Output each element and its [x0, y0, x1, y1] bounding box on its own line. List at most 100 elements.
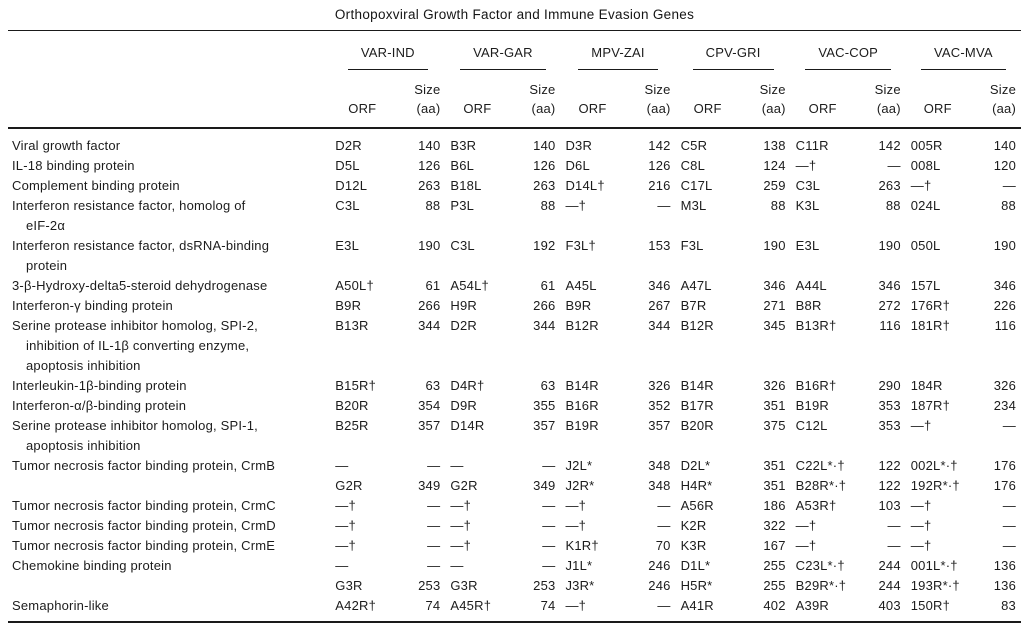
size-cell: — — [542, 538, 556, 553]
orf-cell: C3L — [335, 198, 360, 213]
orf-cell: G3R — [450, 578, 478, 593]
orf-cell: B9R — [565, 298, 592, 313]
orf-cell: H9R — [450, 298, 477, 313]
size-cell: 120 — [993, 158, 1016, 173]
sub-header-row: ORF Size (aa) ORF Size (aa) ORF Size (aa) O… — [8, 70, 1021, 129]
orf-cell: A54L† — [450, 278, 489, 293]
orf-cell: J3R* — [565, 578, 595, 593]
orf-cell: 002L*·† — [910, 458, 958, 473]
group-header-mpv-zai: MPV-ZAI — [560, 31, 675, 70]
orf-cell: 050L — [910, 238, 941, 253]
label-subheader — [8, 70, 331, 129]
size-header: Size (aa) — [739, 70, 791, 129]
size-cell: 255 — [763, 558, 786, 573]
orf-cell: A45L — [565, 278, 597, 293]
orf-cell: B12R — [565, 318, 599, 333]
orf-cell: D4R† — [450, 378, 485, 393]
size-cell: 83 — [1001, 598, 1016, 613]
size-cell: 263 — [878, 178, 901, 193]
size-cell: 322 — [763, 518, 786, 533]
size-cell: 346 — [993, 278, 1016, 293]
size-cell: 344 — [533, 318, 556, 333]
size-cell: — — [657, 518, 671, 533]
size-cell: 348 — [648, 478, 671, 493]
table-row: Semaphorin-like A42R† 74 A45R† 74 —† — A41R 402 A… — [8, 596, 1021, 622]
size-cell: 375 — [763, 418, 786, 433]
row-label: IL-18 binding protein — [12, 158, 135, 173]
orf-cell: D14L† — [565, 178, 605, 193]
size-cell: 70 — [655, 538, 671, 553]
size-cell: 234 — [993, 398, 1016, 413]
size-cell: 190 — [763, 238, 786, 253]
group-header-var-gar: VAR-GAR — [445, 31, 560, 70]
size-cell: 190 — [418, 238, 441, 253]
orf-cell: B29R*·† — [795, 578, 847, 593]
size-cell: 192 — [533, 238, 556, 253]
size-cell: 253 — [533, 578, 556, 593]
table-row: Interleukin-1β-binding protein B15R† 63 D4R… — [8, 376, 1021, 396]
orf-cell: M3L — [680, 198, 707, 213]
size-cell: 255 — [763, 578, 786, 593]
table-row: Chemokine binding protein — — — — J1L* 246 D1L*… — [8, 556, 1021, 576]
table-row: Complement binding protein D12L 263 B18L 263… — [8, 176, 1021, 196]
size-cell: — — [427, 558, 441, 573]
size-cell: 140 — [418, 138, 441, 153]
orf-cell: A50L† — [335, 278, 374, 293]
size-cell: 344 — [418, 318, 441, 333]
row-label: Interferon-γ binding protein — [12, 298, 173, 313]
orf-cell: 157L — [910, 278, 941, 293]
orf-cell: H4R* — [680, 478, 713, 493]
size-cell: 186 — [763, 498, 786, 513]
size-cell: 88 — [770, 198, 786, 213]
size-header: Size (aa) — [394, 70, 446, 129]
size-cell: 349 — [418, 478, 441, 493]
orf-cell: E3L — [335, 238, 360, 253]
size-cell: 140 — [993, 138, 1016, 153]
row-label: 3-β-Hydroxy-delta5-steroid dehydrogenase — [12, 278, 268, 293]
orf-cell: G2R — [335, 478, 363, 493]
orf-cell: G3R — [335, 578, 363, 593]
size-cell: 348 — [648, 458, 671, 473]
size-cell: 63 — [540, 378, 556, 393]
size-cell: 74 — [425, 598, 441, 613]
orf-cell: J2L* — [565, 458, 593, 473]
orf-cell: —† — [335, 518, 356, 533]
size-cell: — — [542, 518, 556, 533]
orf-cell: B20R — [680, 418, 714, 433]
row-label: Tumor necrosis factor binding protein, C… — [12, 538, 276, 553]
table-row: G2R 349 G2R 349 J2R* 348 H4R* 351 B28R*·† 122 192R… — [8, 476, 1021, 496]
size-cell: 61 — [425, 278, 441, 293]
orf-cell: C3L — [795, 178, 821, 193]
table-body: Viral growth factor D2R 140 B3R 140 D3R 142 C5R… — [8, 128, 1021, 622]
orf-cell: D3R — [565, 138, 593, 153]
orf-cell: C12L — [795, 418, 828, 433]
size-cell: — — [657, 198, 671, 213]
orf-cell: B15R† — [335, 378, 377, 393]
row-label: Chemokine binding protein — [12, 558, 172, 573]
size-cell: 142 — [878, 138, 901, 153]
row-label: Viral growth factor — [12, 138, 121, 153]
orf-cell: B18L — [450, 178, 482, 193]
size-cell: 354 — [418, 398, 441, 413]
size-cell: 126 — [648, 158, 671, 173]
row-label: Interleukin-1β-binding protein — [12, 378, 187, 393]
row-label: Serine protease inhibitor homolog, SPI-2… — [12, 318, 258, 373]
size-cell: 345 — [763, 318, 786, 333]
group-header-cpv-gri: CPV-GRI — [676, 31, 791, 70]
orf-cell: D1L* — [680, 558, 711, 573]
size-header: Size (aa) — [969, 70, 1021, 129]
orf-cell: F3L — [680, 238, 704, 253]
orf-cell: D6L — [565, 158, 590, 173]
orf-cell: K3L — [795, 198, 820, 213]
orf-header: ORF — [330, 70, 395, 129]
size-cell: 403 — [878, 598, 901, 613]
size-cell: — — [427, 498, 441, 513]
orf-cell: —† — [910, 498, 932, 513]
orf-cell: D12L — [335, 178, 368, 193]
size-cell: 267 — [648, 298, 671, 313]
size-cell: 124 — [763, 158, 786, 173]
size-cell: 344 — [648, 318, 671, 333]
size-cell: 346 — [648, 278, 671, 293]
size-cell: 190 — [993, 238, 1016, 253]
